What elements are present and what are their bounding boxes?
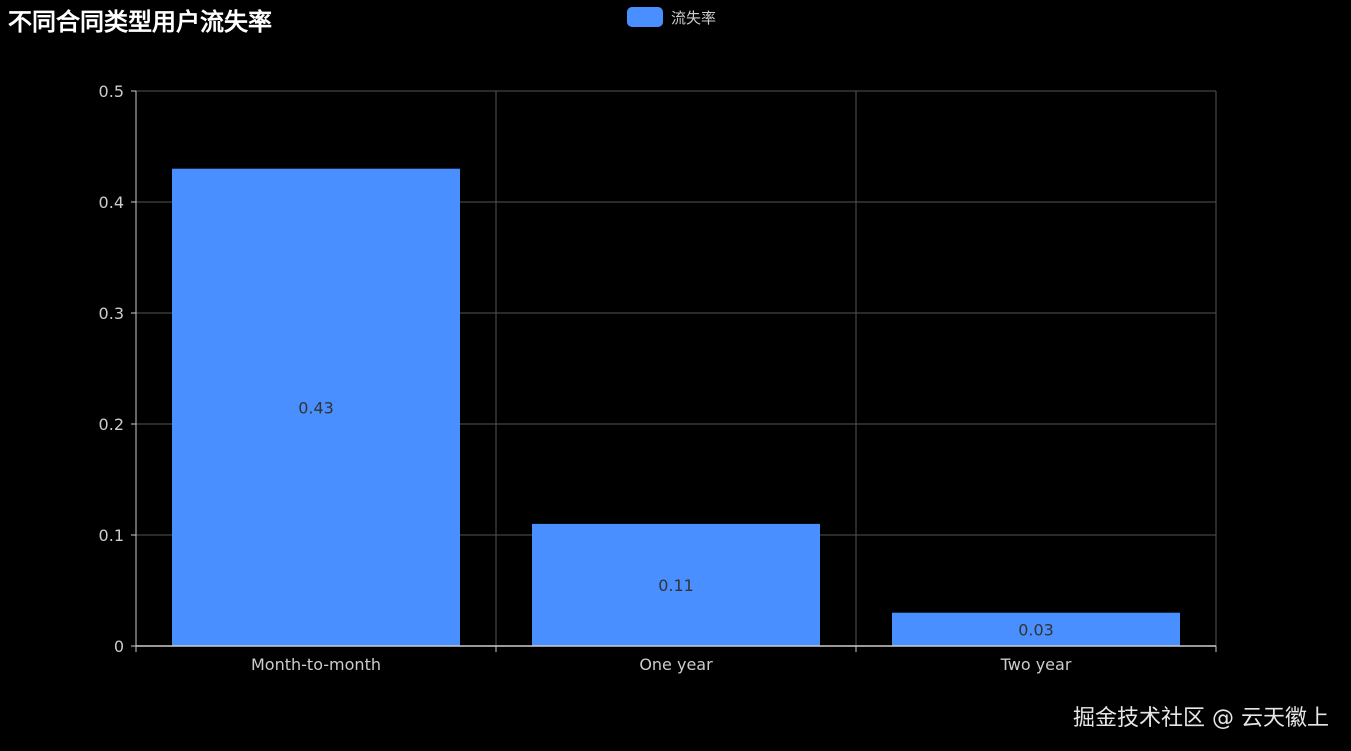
x-tick-label: Two year xyxy=(1000,655,1072,674)
legend-swatch[interactable] xyxy=(627,7,663,27)
bar-value-label: 0.43 xyxy=(298,398,334,417)
axes xyxy=(131,90,1217,652)
watermark: 掘金技术社区 @ 云天徽上 xyxy=(1073,706,1329,731)
bar[interactable] xyxy=(532,523,820,646)
chart-title: 不同合同类型用户流失率 xyxy=(8,8,272,36)
y-tick-label: 0.1 xyxy=(99,526,124,545)
labels: 0 0.1 0.2 0.3 0.4 0.5 0.43 0.11 0.03 Month-to-mon… xyxy=(99,82,1072,674)
y-tick-label: 0 xyxy=(114,637,124,656)
x-tick-label: Month-to-month xyxy=(251,655,381,674)
bar-value-label: 0.11 xyxy=(658,576,694,595)
bar[interactable] xyxy=(892,612,1180,646)
legend[interactable]: 流失率 xyxy=(627,6,716,28)
bar-value-label: 0.03 xyxy=(1018,620,1054,639)
x-tick-label: One year xyxy=(639,655,713,674)
y-tick-label: 0.4 xyxy=(99,193,124,212)
y-tick-label: 0.5 xyxy=(99,82,124,101)
y-tick-label: 0.2 xyxy=(99,415,124,434)
legend-label[interactable]: 流失率 xyxy=(671,8,717,27)
y-tick-label: 0.3 xyxy=(99,304,124,323)
bar[interactable] xyxy=(172,168,460,646)
bars xyxy=(172,168,1180,646)
